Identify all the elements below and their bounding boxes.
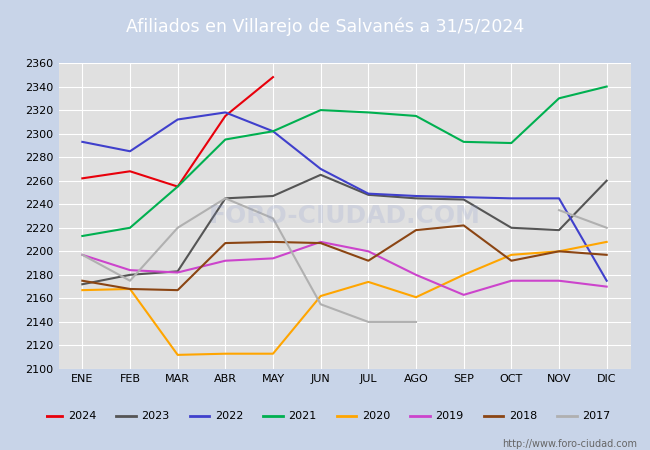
Text: 2023: 2023 [141, 411, 170, 421]
Text: 2018: 2018 [509, 411, 537, 421]
Text: 2021: 2021 [288, 411, 317, 421]
Text: 2017: 2017 [582, 411, 610, 421]
Text: 2020: 2020 [362, 411, 390, 421]
Text: 2024: 2024 [68, 411, 96, 421]
Text: 2022: 2022 [214, 411, 243, 421]
Text: http://www.foro-ciudad.com: http://www.foro-ciudad.com [502, 439, 637, 449]
Text: 2019: 2019 [436, 411, 463, 421]
Text: FORO-CIUDAD.COM: FORO-CIUDAD.COM [209, 204, 480, 228]
Text: Afiliados en Villarejo de Salvanés a 31/5/2024: Afiliados en Villarejo de Salvanés a 31/… [126, 18, 524, 36]
